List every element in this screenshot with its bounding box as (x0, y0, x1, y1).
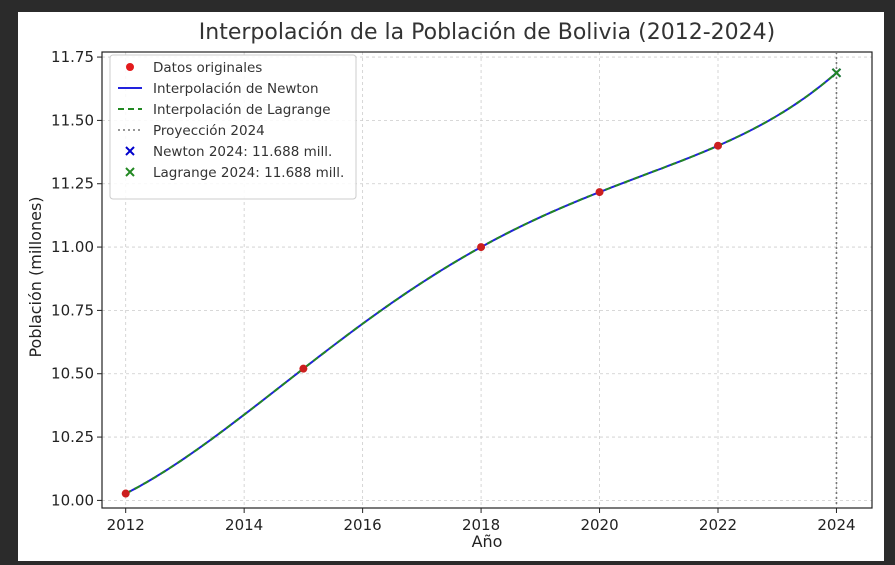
data-point (477, 243, 486, 252)
lagrange-2024-marker-stroke (831, 68, 842, 78)
x-tick-label: 2014 (225, 516, 263, 534)
y-tick-label: 11.00 (51, 238, 94, 256)
series-layer (121, 52, 842, 508)
axes (101, 51, 873, 509)
x-tick-label: 2024 (817, 516, 855, 534)
legend-swatch-x (125, 167, 135, 177)
chart-svg: 2012 2014 2016 2018 2020 2022 2024 10.0010.251… (26, 20, 873, 551)
x-tick-label: 2016 (344, 516, 382, 534)
y-tick-label: 10.75 (51, 301, 94, 319)
legend-label: Lagrange 2024: 11.688 mill. (153, 165, 344, 181)
legend-swatch-x-stroke (125, 146, 135, 156)
x-tick-label: 2022 (699, 516, 737, 534)
legend: Datos originales Interpolación de Newton I… (109, 54, 357, 200)
legend-swatch-x (125, 146, 135, 156)
y-tick-label: 11.75 (51, 48, 94, 66)
y-axis-label: Población (millones) (26, 196, 45, 357)
x-axis-ticks: 2012 2014 2016 2018 2020 2022 2024 (107, 508, 856, 534)
x-tick-label: 2012 (107, 516, 145, 534)
x-axis-label: Año (472, 532, 503, 551)
legend-label: Interpolación de Lagrange (153, 102, 331, 118)
data-point (714, 141, 722, 150)
legend-box (109, 54, 357, 200)
legend-label: Newton 2024: 11.688 mill. (153, 144, 332, 160)
data-point (121, 489, 130, 498)
y-tick-label: 11.25 (51, 175, 94, 193)
legend-label: Proyección 2024 (153, 123, 265, 139)
y-tick-label: 10.25 (51, 428, 94, 446)
chart-canvas: 2012 2014 2016 2018 2020 2022 2024 10.00 10.25 1… (18, 12, 884, 561)
lagrange-2024-marker (831, 68, 842, 78)
y-tick-label: 10.50 (51, 365, 94, 383)
legend-label: Datos originales (153, 60, 262, 76)
y-tick-label: 11.50 (51, 111, 94, 129)
legend-label: Interpolación de Newton (153, 81, 319, 97)
legend-swatch-x-stroke (125, 167, 135, 177)
plot-area-frame (101, 51, 873, 509)
x-tick-label: 2020 (580, 516, 618, 534)
x-tick-label: 2018 (462, 516, 500, 534)
legend-swatch-scatter (126, 63, 134, 71)
chart-title: Interpolación de la Población de Bolivia… (199, 20, 775, 45)
y-axis-ticks: 10.00 10.25 10.50 10.75 11.00 11.25 11.50 11.75 (51, 48, 102, 509)
y-tick-label: 10.00 (51, 491, 94, 509)
data-point (595, 188, 604, 197)
data-point (299, 364, 308, 373)
